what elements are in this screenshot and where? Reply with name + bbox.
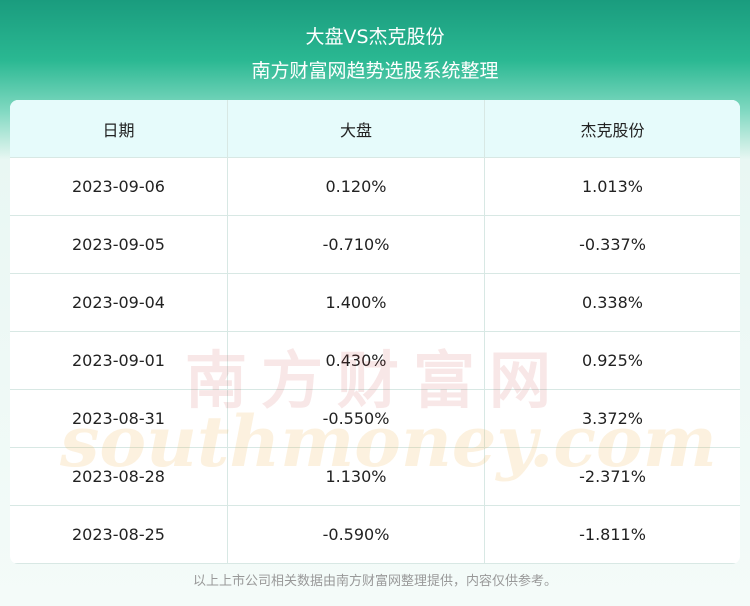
- table-cell: -0.590%: [228, 505, 485, 563]
- column-header: 大盘: [228, 100, 485, 157]
- table-cell: -0.710%: [228, 215, 485, 273]
- table-cell: 3.372%: [581, 408, 643, 428]
- table-cell: 2023-09-04: [10, 273, 228, 331]
- footer: 以上上市公司相关数据由南方财富网整理提供，内容仅供参考。: [192, 574, 557, 589]
- table-cell: 2023-08-31: [10, 389, 228, 447]
- table-cell: 2023-08-28: [10, 447, 228, 505]
- table-cell: 2023-09-01: [10, 331, 228, 389]
- table-row: 2023-09-05 -0.710% -0.337%: [10, 215, 740, 274]
- table-row: 2023-08-31 -0.550% 3.372%: [10, 389, 740, 448]
- table-cell: 0.338%: [581, 292, 643, 312]
- table-cell: 2023-09-05: [10, 215, 228, 273]
- subtitle: 南方财富网趋势选股系统整理: [251, 60, 499, 82]
- table-cell: 1.130%: [228, 447, 485, 505]
- table-cell: -0.337%: [579, 234, 646, 254]
- table-row: 2023-09-04 1.400% 0.338%: [10, 273, 740, 332]
- table-cell: 0.120%: [228, 157, 485, 215]
- table-cell: 2023-08-25: [10, 505, 228, 563]
- table-cell: 0.925%: [581, 350, 643, 370]
- table-cell: -1.811%: [579, 524, 646, 544]
- table-row: 2023-09-06 0.120% 1.013%: [10, 157, 740, 216]
- table-cell: 2023-09-06: [10, 157, 228, 215]
- table-row: 2023-08-28 1.130% -2.371%: [10, 447, 740, 506]
- table: 日期 大盘 杰克股份 2023-09-06 0.120% 1.013% 2023-09-05…: [10, 100, 740, 564]
- table-row: 2023-08-25 -0.590% -1.811%: [10, 505, 740, 564]
- table-cell: -2.371%: [579, 466, 646, 486]
- table-cell: -0.550%: [228, 389, 485, 447]
- table-cell: 0.430%: [228, 331, 485, 389]
- title: 大盘VS杰克股份: [305, 26, 445, 48]
- column-header: 杰克股份: [580, 120, 645, 140]
- table-cell: 1.013%: [581, 176, 643, 196]
- table-cell: 1.400%: [228, 273, 485, 331]
- column-header: 日期: [10, 100, 228, 157]
- header-row: 日期 大盘 杰克股份: [10, 100, 740, 158]
- table-row: 2023-09-01 0.430% 0.925%: [10, 331, 740, 390]
